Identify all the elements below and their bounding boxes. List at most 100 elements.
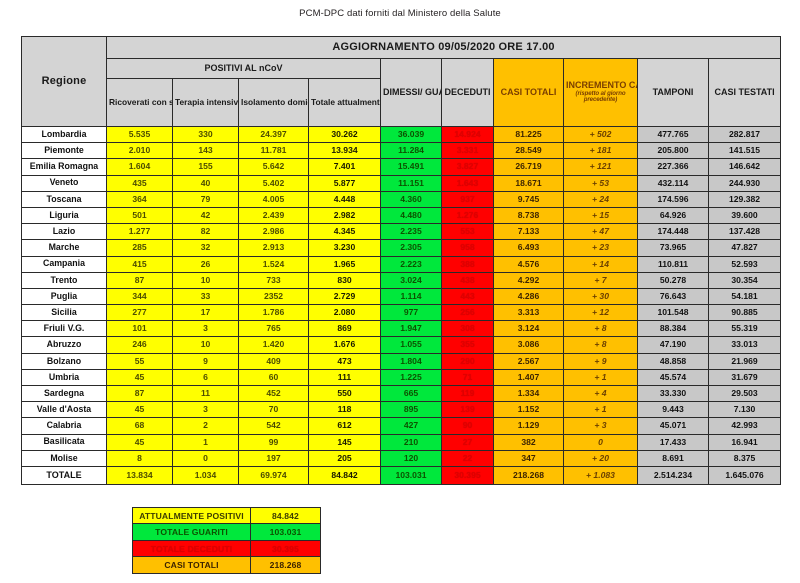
- summary-legend-table: ATTUALMENTE POSITIVI 84.842 TOTALE GUARITI…: [132, 506, 321, 574]
- cell-dimessi: 1.947: [380, 320, 442, 338]
- table-row: Calabria 68 2 542 612 427 90 1.129 + 3 45.071 42.9…: [21, 417, 782, 435]
- cell-regione: Calabria: [21, 417, 107, 435]
- regional-covid-table: Regione AGGIORNAMENTO 09/05/2020 ORE 17.…: [21, 36, 782, 485]
- cell-incremento: + 1: [563, 401, 638, 419]
- cell-dimessi: 1.225: [380, 368, 442, 387]
- cell-incremento: + 8: [563, 320, 638, 338]
- cell-tamponi: 73.965: [637, 239, 709, 257]
- legend-row: TOTALE DECEDUTI 30.395: [132, 539, 321, 558]
- cell-casi-totali: 2.567: [493, 352, 564, 370]
- cell-ricoverati: 344: [106, 287, 173, 306]
- cell-casi-totali: 28.549: [493, 142, 564, 160]
- table-row: Sicilia 277 17 1.786 2.080 977 256 3.313 + 12 101…: [21, 304, 782, 322]
- cell-casi-totali: 3.086: [493, 336, 564, 354]
- cell-ricoverati: 415: [106, 255, 173, 273]
- cell-incremento: + 8: [563, 336, 638, 354]
- cell-totale-positivi: 473: [308, 352, 381, 370]
- cell-regione: Umbria: [21, 368, 107, 387]
- cell-incremento: + 20: [563, 449, 638, 467]
- cell-deceduti: 3.827: [441, 158, 494, 176]
- cell-incremento: + 4: [563, 384, 638, 403]
- cell-deceduti: 14.924: [441, 125, 494, 144]
- cell-tamponi: 17.433: [637, 433, 709, 451]
- cell-incremento: + 181: [563, 142, 638, 160]
- cell-tamponi: 174.596: [637, 190, 709, 208]
- cell-regione: Valle d'Aosta: [21, 401, 107, 419]
- cell-regione: Campania: [21, 255, 107, 273]
- cell-isolamento: 11.781: [238, 142, 309, 160]
- cell-isolamento: 452: [238, 384, 309, 403]
- cell-casi-testati: 42.993: [707, 417, 782, 435]
- cell-isolamento: 733: [238, 271, 309, 289]
- cell-deceduti: 30.395: [441, 465, 494, 485]
- cell-tamponi: 88.384: [637, 320, 709, 338]
- header-terapia-intensiva: Terapia intensiva: [172, 78, 239, 127]
- cell-deceduti: 443: [441, 287, 494, 306]
- cell-totale-positivi: 1.676: [308, 336, 381, 354]
- table-row: Puglia 344 33 2352 2.729 1.114 443 4.286 + 30 76.…: [21, 287, 782, 306]
- cell-deceduti: 22: [441, 449, 494, 467]
- cell-terapia: 6: [172, 368, 239, 387]
- cell-terapia: 10: [172, 271, 239, 289]
- cell-casi-testati: 244.930: [707, 174, 782, 192]
- table-subheader-row: Ricoverati con sintomi Terapia intensiva…: [22, 78, 781, 127]
- cell-casi-testati: 141.515: [707, 142, 782, 160]
- cell-deceduti: 3.331: [441, 142, 494, 160]
- header-dimessi-guariti: DIMESSI/ GUARITI: [380, 58, 442, 127]
- cell-regione: Piemonte: [21, 142, 107, 160]
- cell-regione: Marche: [21, 239, 107, 257]
- cell-casi-testati: 16.941: [707, 433, 782, 451]
- cell-dimessi: 210: [380, 433, 442, 451]
- table-row: Lazio 1.277 82 2.986 4.345 2.235 553 7.133 + 47 1…: [21, 223, 782, 241]
- header-incremento-main: INCREMENTO CASI TOTALI: [566, 79, 637, 90]
- cell-dimessi: 2.235: [380, 223, 442, 241]
- cell-casi-testati: 33.013: [707, 336, 782, 354]
- table-row: Bolzano 55 9 409 473 1.804 290 2.567 + 9 48.858 21…: [21, 352, 782, 370]
- header-isolamento-domiciliare: Isolamento domiciliare: [238, 78, 309, 127]
- table-row: Sardegna 87 11 452 550 665 119 1.334 + 4 33.330 29…: [21, 384, 782, 403]
- cell-ricoverati: 55: [106, 352, 173, 370]
- cell-tamponi: 477.765: [637, 125, 709, 144]
- table-row: Abruzzo 246 10 1.420 1.676 1.055 355 3.086 + 8 47…: [21, 336, 782, 354]
- cell-deceduti: 553: [441, 223, 494, 241]
- cell-deceduti: 71: [441, 368, 494, 387]
- table-row: Basilicata 45 1 99 145 210 27 382 0 17.433 16.941: [21, 433, 782, 451]
- cell-dimessi: 895: [380, 401, 442, 419]
- cell-dimessi: 120: [380, 449, 442, 467]
- cell-tamponi: 76.643: [637, 287, 709, 306]
- cell-terapia: 3: [172, 320, 239, 338]
- cell-casi-testati: 7.130: [707, 401, 782, 419]
- header-tamponi: TAMPONI: [637, 58, 709, 127]
- cell-totale-positivi: 30.262: [308, 125, 381, 144]
- cell-ricoverati: 285: [106, 239, 173, 257]
- cell-ricoverati: 101: [106, 320, 173, 338]
- cell-ricoverati: 45: [106, 368, 173, 387]
- cell-deceduti: 90: [441, 417, 494, 435]
- cell-dimessi: 11.151: [380, 174, 442, 192]
- cell-casi-totali: 26.719: [493, 158, 564, 176]
- cell-incremento: + 12: [563, 304, 638, 322]
- cell-casi-testati: 47.827: [707, 239, 782, 257]
- cell-dimessi: 2.223: [380, 255, 442, 273]
- cell-deceduti: 355: [441, 336, 494, 354]
- cell-totale-positivi: 5.877: [308, 174, 381, 192]
- cell-isolamento: 542: [238, 417, 309, 435]
- cell-totale-positivi: 111: [308, 368, 381, 387]
- cell-regione: Toscana: [21, 190, 107, 208]
- cell-tamponi: 101.548: [637, 304, 709, 322]
- cell-regione: Molise: [21, 449, 107, 467]
- cell-casi-totali: 6.493: [493, 239, 564, 257]
- cell-casi-testati: 52.593: [707, 255, 782, 273]
- cell-incremento: + 15: [563, 206, 638, 225]
- legend-container: ATTUALMENTE POSITIVI 84.842 TOTALE GUARITI…: [132, 506, 800, 574]
- cell-tamponi: 432.114: [637, 174, 709, 192]
- cell-dimessi: 4.480: [380, 206, 442, 225]
- cell-isolamento: 5.402: [238, 174, 309, 192]
- table-row: Marche 285 32 2.913 3.230 2.305 958 6.493 + 23 73…: [21, 239, 782, 257]
- table-row: Toscana 364 79 4.005 4.448 4.360 937 9.745 + 24 1…: [21, 190, 782, 208]
- table-total-row: TOTALE 13.834 1.034 69.974 84.842 103.031 30.3…: [21, 465, 782, 485]
- cell-isolamento: 5.642: [238, 158, 309, 176]
- cell-dimessi: 2.305: [380, 239, 442, 257]
- cell-isolamento: 2.986: [238, 223, 309, 241]
- cell-isolamento: 69.974: [238, 465, 309, 485]
